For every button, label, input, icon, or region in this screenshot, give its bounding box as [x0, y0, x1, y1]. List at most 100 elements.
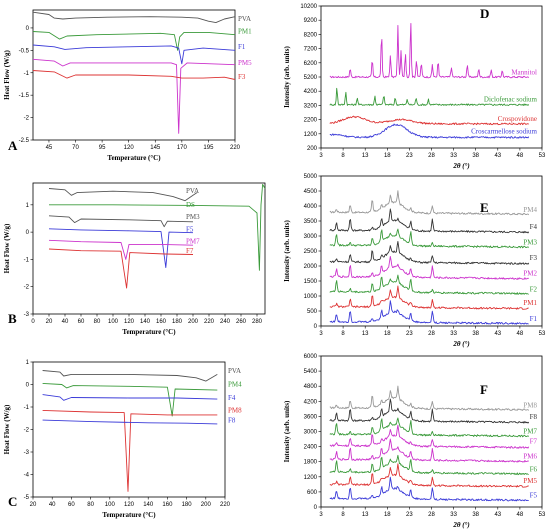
y-tick-label: 2500 [304, 249, 318, 255]
series-line [329, 385, 530, 411]
y-tick-label: 1 [26, 360, 30, 366]
plot-frame [32, 9, 236, 141]
x-tick-label: 18 [384, 331, 391, 337]
y-tick-label: 1200 [304, 132, 318, 138]
x-tick-label: 28 [428, 331, 435, 337]
series-label: PM7 [523, 428, 537, 436]
series-label: Diclofenac sodium [484, 95, 538, 103]
y-tick-label: -1 [24, 405, 30, 411]
x-tick-label: 13 [362, 153, 369, 159]
y-axis-label: Intensity (arb. units) [283, 220, 291, 282]
series-label: PM3 [186, 213, 200, 221]
series-label: F4 [228, 394, 236, 402]
x-tick-label: 200 [201, 502, 212, 508]
series-line [329, 256, 529, 280]
y-axis-label: Intensity (arb. units) [283, 46, 291, 108]
x-tick-label: 48 [517, 331, 524, 337]
x-tick-label: 95 [99, 145, 106, 151]
x-tick-label: 48 [517, 512, 524, 518]
series-label: F3 [238, 73, 246, 81]
series-label: F8 [530, 413, 538, 421]
series-line [329, 463, 529, 488]
series-line [329, 22, 530, 79]
y-tick-label: 0 [26, 230, 30, 236]
dsc-panel-c: 20 40 60 80 100 120 140 160 180 200 220 1 0 -1 -2 -3 -4 -… [0, 350, 275, 531]
x-tick-label: 100 [108, 319, 119, 325]
y-tick-label: 2400 [304, 445, 318, 451]
series-line [48, 248, 194, 289]
x-tick-label: 3 [319, 331, 323, 337]
x-tick-label: 40 [62, 319, 69, 325]
x-tick-label: 33 [450, 512, 457, 518]
series-label: F2 [530, 285, 538, 293]
x-tick-label: 28 [428, 512, 435, 518]
x-tick-label: 120 [124, 319, 135, 325]
x-tick-label: 220 [204, 319, 215, 325]
x-tick-label: 180 [182, 502, 193, 508]
x-tick-label: 23 [406, 153, 413, 159]
y-tick-label: -0.5 [19, 48, 30, 54]
panel-label: B [8, 311, 17, 326]
series-line [48, 239, 194, 260]
series-line [42, 394, 218, 401]
y-tick-label: 1 [26, 203, 30, 209]
y-tick-label: 3600 [304, 414, 318, 420]
x-tick-label: 38 [472, 153, 479, 159]
series-label: F7 [186, 247, 194, 255]
plot-frame [32, 361, 226, 498]
y-tick-label: -2 [24, 428, 30, 434]
series-line [329, 398, 530, 424]
x-tick-label: 13 [362, 331, 369, 337]
x-tick-label: 220 [220, 502, 231, 508]
y-tick-label: 2200 [304, 118, 318, 124]
y-tick-label: 6200 [304, 61, 318, 67]
y-axis-label: Intensity (arb. units) [283, 400, 291, 462]
x-tick-label: 100 [105, 502, 116, 508]
series-label: Croscarmellose sodium [471, 128, 537, 136]
x-tick-label: 43 [494, 512, 501, 518]
x-tick-label: 40 [49, 502, 56, 508]
x-tick-label: 80 [94, 319, 101, 325]
y-tick-label: -1 [24, 71, 30, 77]
x-tick-label: 8 [341, 153, 345, 159]
y-tick-label: -1.5 [19, 93, 30, 99]
series-line [329, 300, 529, 325]
dsc-chart-a: 45 70 95 120 145 170 195 220 0 -0.5 -1 -1.5 -2 -2.5 Te… [3, 9, 252, 162]
series-line [329, 190, 530, 216]
x-tick-label: 160 [162, 502, 173, 508]
series-label: PM6 [523, 452, 537, 460]
x-tick-label: 45 [46, 145, 53, 151]
series-label: PM1 [238, 28, 252, 36]
series-line [329, 285, 529, 310]
x-tick-label: 60 [68, 502, 75, 508]
x-tick-label: 70 [72, 145, 79, 151]
panel-label: E [480, 200, 489, 215]
x-tick-label: 28 [428, 153, 435, 159]
y-tick-label: -3 [24, 312, 30, 318]
series-label: PM5 [523, 477, 537, 485]
x-tick-label: 20 [30, 502, 37, 508]
series-label: F7 [530, 438, 538, 446]
y-tick-label: 3000 [304, 430, 318, 436]
series-line [42, 419, 218, 425]
xrd-panel-d: 3 8 13 18 23 28 33 38 43 48 53 200 1200 2200 3200 4200 5… [275, 0, 550, 172]
y-tick-label: 8200 [304, 32, 318, 38]
x-axis-label: Temperature (°C) [102, 511, 156, 519]
series-label: PM3 [523, 238, 537, 246]
series-line [48, 215, 194, 228]
x-tick-label: 160 [156, 319, 167, 325]
x-tick-label: 195 [203, 145, 214, 151]
x-tick-label: 53 [539, 153, 546, 159]
x-tick-label: 43 [494, 153, 501, 159]
series-line [329, 424, 530, 449]
x-tick-label: 18 [384, 512, 391, 518]
series-line [329, 476, 529, 502]
series-line [32, 44, 236, 65]
y-tick-label: 0 [26, 383, 30, 389]
x-tick-label: 260 [236, 319, 247, 325]
series-line [48, 228, 194, 269]
series-line [329, 454, 529, 476]
y-tick-label: 6000 [304, 354, 318, 360]
series-line [32, 31, 236, 51]
series-label: PM5 [238, 59, 252, 67]
